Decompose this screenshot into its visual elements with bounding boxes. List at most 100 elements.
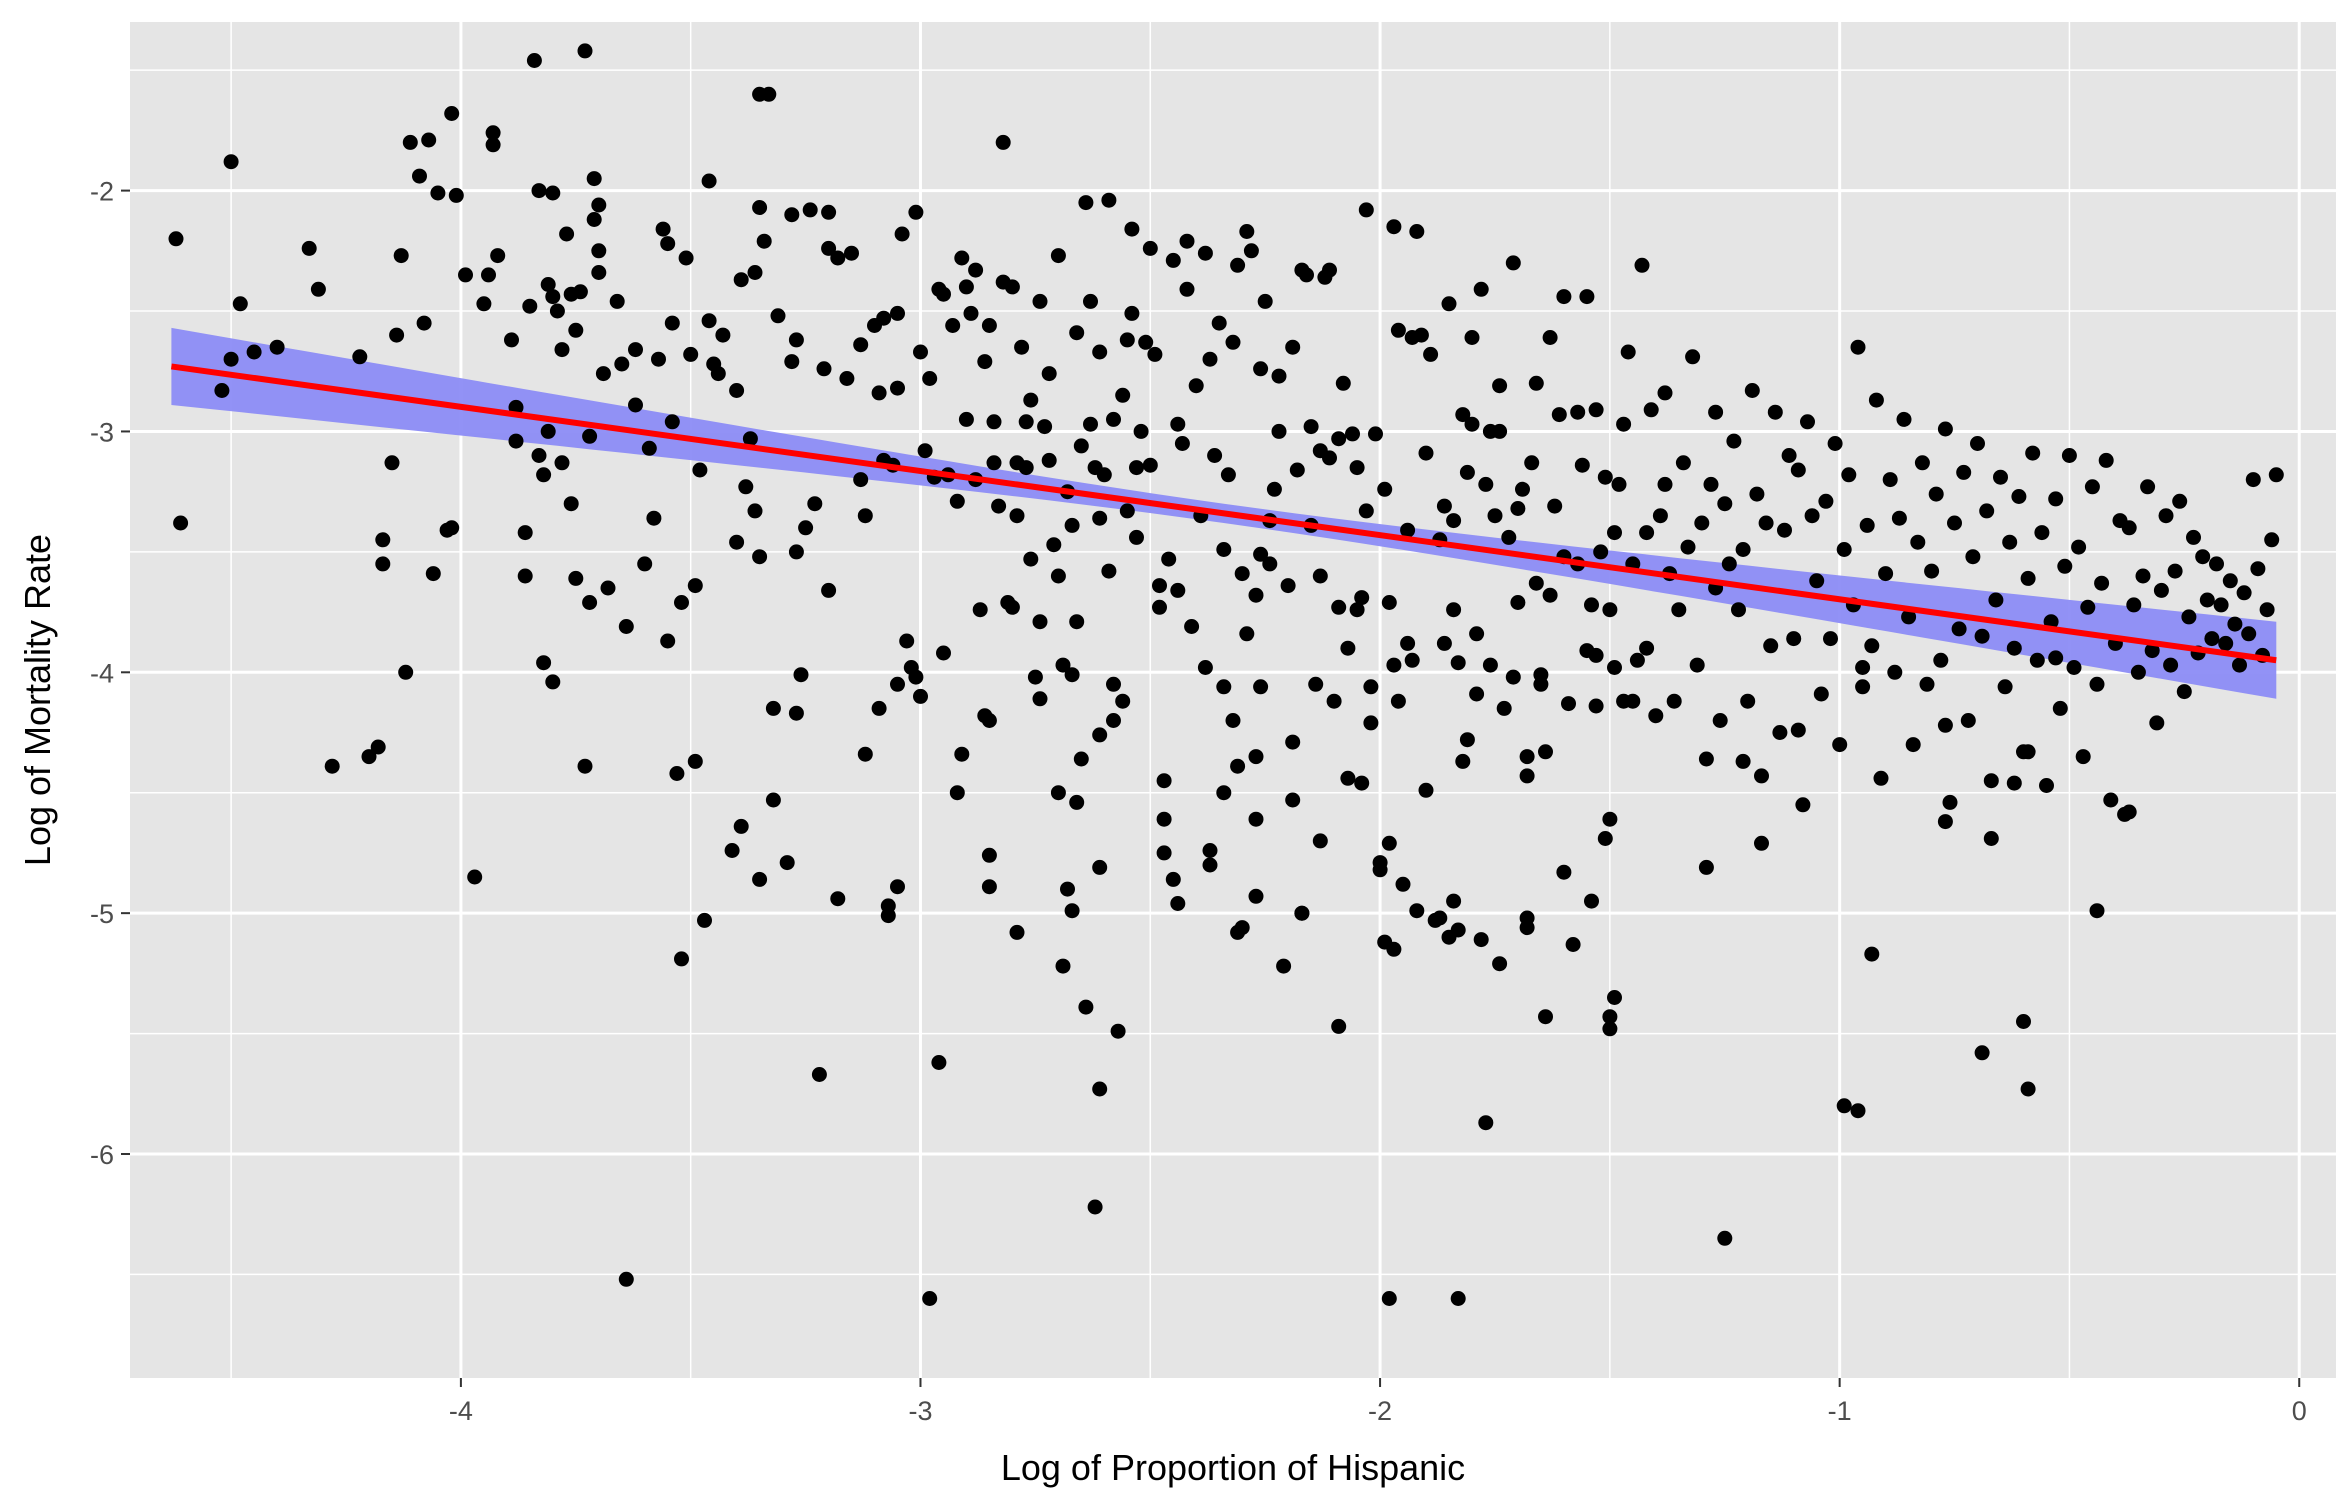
data-point bbox=[853, 337, 869, 353]
data-point bbox=[954, 250, 970, 266]
data-point bbox=[540, 277, 556, 292]
data-point bbox=[545, 289, 561, 305]
data-point bbox=[618, 1271, 634, 1287]
data-point bbox=[1225, 334, 1241, 350]
data-point bbox=[2199, 592, 2215, 608]
data-point bbox=[1115, 693, 1131, 709]
data-point bbox=[448, 187, 464, 203]
data-point bbox=[784, 207, 800, 223]
data-point bbox=[1092, 344, 1108, 360]
data-point bbox=[1092, 859, 1108, 875]
data-point bbox=[1597, 831, 1613, 846]
data-point bbox=[738, 479, 754, 495]
data-point bbox=[945, 318, 961, 333]
data-point bbox=[1216, 679, 1232, 695]
data-point bbox=[1754, 768, 1769, 784]
data-point bbox=[1492, 378, 1508, 394]
data-point bbox=[1455, 753, 1471, 769]
data-point bbox=[1299, 267, 1314, 283]
data-point bbox=[1069, 614, 1085, 630]
data-point bbox=[600, 580, 616, 596]
data-point bbox=[1322, 262, 1337, 278]
data-point bbox=[554, 455, 570, 471]
data-point bbox=[1492, 423, 1508, 439]
data-point bbox=[788, 705, 804, 721]
data-point bbox=[788, 544, 804, 560]
data-point bbox=[701, 173, 717, 189]
data-point bbox=[1928, 486, 1944, 502]
data-point bbox=[2176, 684, 2192, 700]
data-point bbox=[310, 281, 326, 297]
data-point bbox=[1561, 696, 1576, 712]
data-point bbox=[1956, 464, 1972, 480]
data-point bbox=[1409, 903, 1425, 919]
data-point bbox=[844, 245, 859, 261]
data-point bbox=[481, 267, 496, 283]
data-point bbox=[692, 462, 708, 478]
data-point bbox=[1538, 1009, 1553, 1025]
data-point bbox=[2264, 532, 2280, 548]
data-point bbox=[2089, 676, 2105, 692]
data-point bbox=[1101, 563, 1117, 579]
data-point bbox=[1092, 727, 1108, 743]
data-point bbox=[1712, 713, 1728, 728]
data-point bbox=[1161, 551, 1177, 567]
data-point bbox=[2135, 568, 2151, 584]
data-point bbox=[908, 204, 924, 220]
data-point bbox=[2048, 491, 2064, 507]
data-point bbox=[669, 766, 685, 781]
data-point bbox=[370, 739, 386, 755]
data-point bbox=[793, 667, 809, 683]
data-point bbox=[1878, 566, 1894, 582]
data-point bbox=[637, 556, 653, 572]
data-point bbox=[1993, 469, 2008, 485]
data-point bbox=[687, 753, 703, 769]
data-point bbox=[1225, 713, 1241, 728]
data-point bbox=[1152, 578, 1167, 594]
data-point bbox=[1326, 693, 1342, 709]
y-tick-label: -4 bbox=[90, 658, 114, 688]
data-point bbox=[1818, 493, 1834, 509]
data-point bbox=[1253, 679, 1269, 695]
data-point bbox=[1322, 450, 1337, 466]
data-point bbox=[577, 758, 593, 774]
data-point bbox=[1156, 845, 1172, 861]
data-point bbox=[2071, 539, 2087, 555]
data-point bbox=[1004, 279, 1020, 295]
data-point bbox=[2080, 599, 2096, 615]
data-point bbox=[1230, 758, 1246, 774]
data-point bbox=[1671, 602, 1687, 618]
data-point bbox=[1207, 448, 1223, 463]
data-point bbox=[1124, 305, 1140, 321]
data-point bbox=[568, 322, 584, 338]
data-point bbox=[1781, 448, 1797, 463]
data-point bbox=[830, 891, 846, 907]
data-point bbox=[458, 267, 473, 283]
data-point bbox=[655, 221, 671, 237]
data-point bbox=[2016, 1014, 2031, 1029]
data-point bbox=[1197, 660, 1213, 675]
data-point bbox=[1009, 508, 1025, 524]
data-point bbox=[784, 354, 800, 370]
data-point bbox=[2020, 1081, 2036, 1097]
data-point bbox=[1533, 667, 1549, 683]
data-point bbox=[1092, 510, 1108, 526]
data-point bbox=[1823, 631, 1838, 647]
data-point bbox=[2172, 493, 2188, 509]
data-point bbox=[2163, 657, 2179, 673]
data-point bbox=[1868, 392, 1884, 408]
data-point bbox=[1023, 551, 1039, 567]
data-point bbox=[1142, 240, 1158, 256]
data-point bbox=[1639, 640, 1655, 656]
data-point bbox=[1262, 556, 1278, 572]
data-point bbox=[752, 871, 768, 887]
data-point bbox=[779, 855, 795, 871]
data-point bbox=[1096, 467, 1112, 483]
data-point bbox=[425, 566, 441, 582]
data-point bbox=[811, 1067, 827, 1082]
data-point bbox=[949, 493, 965, 509]
data-point bbox=[1574, 457, 1590, 473]
data-point bbox=[2126, 597, 2142, 613]
data-point bbox=[1891, 510, 1907, 526]
data-point bbox=[802, 202, 818, 218]
